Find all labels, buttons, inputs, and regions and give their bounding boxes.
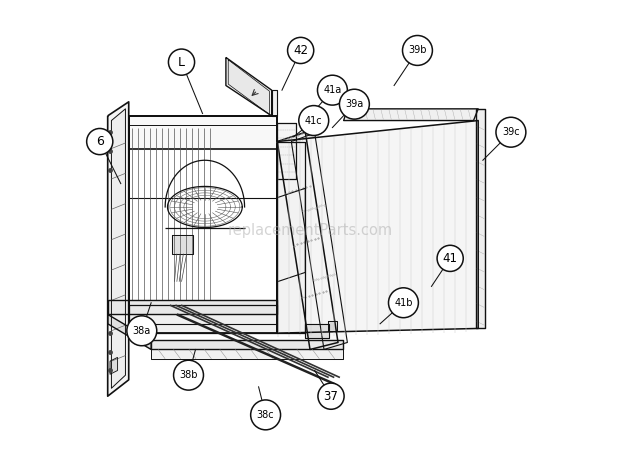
Polygon shape — [328, 321, 337, 331]
Circle shape — [402, 36, 432, 65]
Circle shape — [299, 106, 329, 135]
Circle shape — [174, 360, 203, 390]
Polygon shape — [151, 340, 343, 350]
Polygon shape — [226, 57, 272, 116]
Polygon shape — [129, 116, 277, 149]
Polygon shape — [476, 109, 485, 329]
Circle shape — [318, 383, 344, 409]
Polygon shape — [110, 357, 118, 374]
Text: 41c: 41c — [305, 116, 322, 125]
Text: 41: 41 — [443, 252, 458, 265]
Polygon shape — [277, 188, 305, 282]
Circle shape — [87, 128, 113, 155]
Text: 39a: 39a — [345, 99, 363, 109]
Polygon shape — [129, 305, 277, 333]
Polygon shape — [277, 132, 338, 350]
Circle shape — [169, 49, 195, 75]
Circle shape — [250, 400, 281, 430]
Polygon shape — [172, 235, 193, 254]
Text: 38b: 38b — [179, 370, 198, 380]
Polygon shape — [151, 350, 343, 359]
Circle shape — [288, 38, 314, 63]
Polygon shape — [291, 133, 347, 350]
Polygon shape — [277, 141, 305, 333]
Circle shape — [437, 245, 463, 272]
Polygon shape — [272, 90, 277, 116]
Polygon shape — [305, 324, 329, 338]
Circle shape — [339, 89, 370, 119]
Text: 37: 37 — [324, 390, 339, 403]
Polygon shape — [277, 123, 296, 179]
Polygon shape — [108, 314, 151, 350]
Polygon shape — [277, 120, 478, 333]
Text: 42: 42 — [293, 44, 308, 57]
Text: 6: 6 — [96, 135, 104, 148]
Circle shape — [317, 75, 347, 105]
Text: 39b: 39b — [408, 46, 427, 55]
Text: 41b: 41b — [394, 298, 413, 308]
Circle shape — [496, 117, 526, 147]
Polygon shape — [343, 109, 478, 120]
Text: 41a: 41a — [323, 85, 342, 95]
Text: L: L — [178, 55, 185, 69]
Text: replacementParts.com: replacementParts.com — [228, 223, 392, 238]
Polygon shape — [228, 60, 269, 115]
Text: 38a: 38a — [133, 326, 151, 336]
Polygon shape — [108, 300, 277, 314]
Circle shape — [127, 316, 157, 346]
Text: 39c: 39c — [502, 127, 520, 137]
Circle shape — [389, 288, 419, 318]
Text: 38c: 38c — [257, 410, 275, 420]
Polygon shape — [108, 102, 129, 396]
Polygon shape — [112, 109, 125, 388]
